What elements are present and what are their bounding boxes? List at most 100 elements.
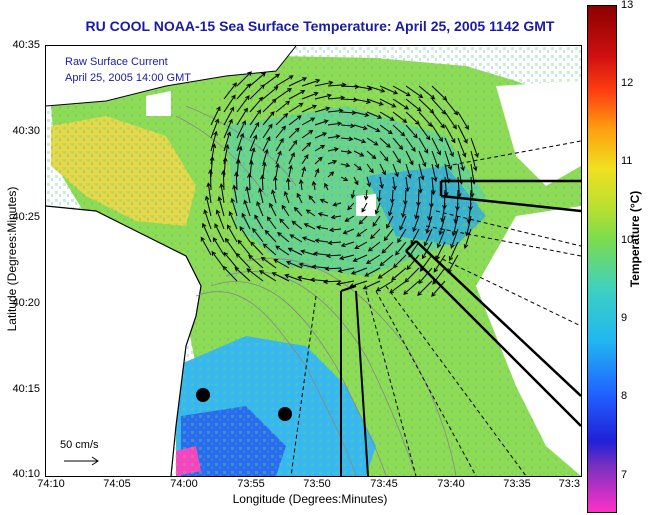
current-vector: [314, 168, 320, 178]
current-vector: [392, 111, 408, 123]
current-vector: [236, 132, 245, 152]
current-vector: [204, 195, 212, 217]
current-vector: [271, 272, 290, 282]
sst-map: [46, 46, 581, 476]
map-title: RU COOL NOAA-15 Sea Surface Temperature:…: [85, 18, 555, 34]
current-vector: [353, 150, 365, 157]
sst-map-panel: Raw Surface Current April 25, 2005 14:00…: [45, 45, 582, 477]
current-vector: [312, 251, 329, 257]
current-vector: [249, 72, 266, 87]
current-vector: [275, 150, 282, 165]
current-vector: [287, 247, 303, 256]
current-vector: [262, 111, 275, 126]
current-vector: [237, 239, 251, 256]
current-vector: [262, 98, 277, 113]
current-vector: [418, 163, 425, 181]
current-vector: [301, 117, 316, 126]
y-tick-label: 40:10: [12, 468, 40, 480]
coastline-north: [46, 46, 297, 107]
x-tick-label: 74:05: [103, 478, 131, 490]
current-vector: [352, 254, 368, 262]
current-vector: [301, 154, 309, 165]
current-vector: [314, 106, 331, 113]
current-vector: [470, 163, 477, 185]
current-vector: [379, 254, 394, 267]
current-vector: [431, 280, 446, 297]
current-vector: [210, 130, 218, 152]
current-vector: [314, 93, 332, 100]
current-vector: [414, 202, 420, 220]
current-vector: [421, 241, 433, 260]
x-tick-label: 73:3: [558, 478, 580, 490]
colorbar-label: Temperature (°C): [628, 190, 642, 288]
station-marker: [196, 388, 210, 402]
current-vector: [408, 241, 420, 258]
current-vector: [350, 267, 368, 275]
y-tick-label: 40:20: [12, 297, 40, 309]
current-vector: [392, 98, 410, 110]
current-vector: [314, 132, 328, 139]
current-vector: [418, 124, 431, 141]
cloud-mask-east: [476, 206, 581, 476]
current-vector: [447, 254, 459, 274]
current-vector: [215, 209, 225, 230]
current-vector: [275, 245, 290, 256]
current-vector: [327, 134, 341, 139]
current-vector: [370, 228, 381, 240]
current-vector: [298, 179, 304, 191]
current-vector: [431, 150, 440, 169]
current-vector: [353, 85, 373, 91]
current-vector: [389, 280, 407, 294]
current-vector: [284, 273, 303, 282]
y-axis-label: Latitude (Degrees:Minutes): [5, 186, 19, 332]
current-vector: [366, 163, 374, 174]
current-vector: [324, 266, 342, 272]
current-vector: [314, 119, 329, 126]
current-vector: [353, 111, 370, 118]
current-vector: [217, 196, 225, 217]
current-vector: [249, 121, 260, 139]
current-vector: [340, 162, 351, 168]
current-vector: [223, 106, 235, 126]
current-vector: [249, 109, 262, 126]
current-vector: [226, 224, 238, 243]
current-vector: [376, 189, 382, 203]
current-vector: [258, 187, 264, 204]
current-vector: [353, 163, 363, 171]
current-vector: [222, 156, 228, 178]
current-vector: [303, 223, 316, 230]
current-vector: [275, 88, 292, 100]
current-vector: [223, 251, 238, 269]
current-vector: [275, 137, 284, 152]
current-vector: [311, 264, 329, 270]
current-vector: [425, 215, 433, 234]
current-vector: [301, 236, 316, 243]
current-vector: [353, 176, 359, 186]
current-vector: [200, 236, 212, 256]
current-vector: [228, 210, 238, 230]
x-tick-label: 73:55: [237, 478, 265, 490]
current-vector: [340, 136, 354, 142]
current-vector: [296, 192, 303, 204]
current-vector: [212, 237, 225, 256]
colorbar-tick: 11: [621, 155, 633, 167]
current-vector: [363, 189, 369, 201]
current-vector: [236, 120, 246, 139]
current-vector: [277, 231, 290, 243]
current-vector: [288, 77, 308, 87]
current-vector: [254, 214, 264, 230]
current-vector: [405, 137, 416, 152]
scale-label: 50 cm/s: [60, 439, 99, 451]
current-vector: [236, 95, 250, 113]
current-scale-arrow: [64, 456, 99, 466]
current-vector: [236, 107, 248, 126]
x-tick-label: 73:45: [370, 478, 398, 490]
current-vector: [344, 215, 355, 222]
current-vector: [340, 123, 356, 129]
current-vector: [288, 102, 304, 113]
current-vector: [214, 223, 225, 243]
current-vector: [288, 90, 306, 100]
current-vector: [262, 73, 280, 87]
current-vector: [470, 150, 478, 172]
current-vector: [410, 228, 420, 245]
